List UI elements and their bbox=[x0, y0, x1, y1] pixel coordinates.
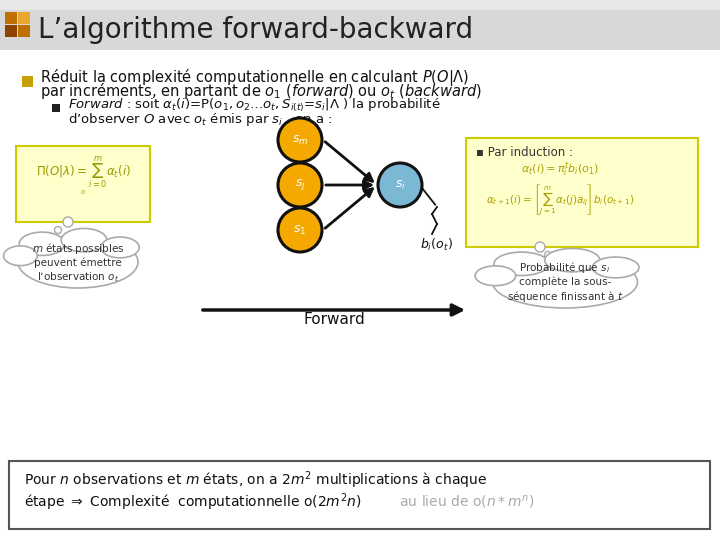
Circle shape bbox=[63, 217, 73, 227]
Ellipse shape bbox=[494, 252, 549, 275]
FancyBboxPatch shape bbox=[0, 0, 720, 50]
Text: $b_i(o_t)$: $b_i(o_t)$ bbox=[420, 237, 453, 253]
FancyBboxPatch shape bbox=[18, 25, 30, 37]
Ellipse shape bbox=[18, 236, 138, 288]
Text: $\mathit{Forward}$ : soit $\alpha_t(i)$=P($o_1, o_2…o_t, S_{i(t)}$=$s_i|\Lambda$: $\mathit{Forward}$ : soit $\alpha_t(i)$=… bbox=[68, 97, 441, 113]
Text: Pour $n$ observations et $m$ états, on a $2m^2$ multiplications à chaque: Pour $n$ observations et $m$ états, on a… bbox=[24, 469, 487, 491]
Text: $m$ états possibles
peuvent émettre
l’observation $o_t$: $m$ états possibles peuvent émettre l’ob… bbox=[32, 240, 125, 284]
FancyBboxPatch shape bbox=[5, 25, 17, 37]
Ellipse shape bbox=[545, 248, 600, 272]
Text: $\alpha_t(i)=\pi_i^t b_i(o_1)$: $\alpha_t(i)=\pi_i^t b_i(o_1)$ bbox=[521, 161, 599, 179]
Text: $s_j$: $s_j$ bbox=[294, 178, 305, 192]
FancyBboxPatch shape bbox=[0, 50, 720, 540]
Text: au lieu de o($n*m^n$): au lieu de o($n*m^n$) bbox=[395, 494, 534, 510]
Text: $\alpha_{t+1}(i)=\left[\sum_{j=1}^{m}\alpha_t(j)a_{ij}\right]b_i(o_{t+1})$: $\alpha_{t+1}(i)=\left[\sum_{j=1}^{m}\al… bbox=[486, 183, 634, 217]
Circle shape bbox=[278, 118, 322, 162]
Text: $s_i$: $s_i$ bbox=[395, 178, 405, 192]
Text: Forward: Forward bbox=[303, 313, 365, 327]
Text: d’observer $O$ avec $o_t$ émis par $s_i$ , on a :: d’observer $O$ avec $o_t$ émis par $s_i$… bbox=[68, 111, 333, 127]
FancyBboxPatch shape bbox=[9, 461, 710, 529]
Text: $s_m$: $s_m$ bbox=[292, 133, 308, 146]
Ellipse shape bbox=[475, 266, 516, 286]
Ellipse shape bbox=[492, 256, 637, 308]
Text: $\Pi(O|\lambda)=\sum_{i=0}^{m}\alpha_t(i)$: $\Pi(O|\lambda)=\sum_{i=0}^{m}\alpha_t(i… bbox=[35, 154, 130, 190]
Circle shape bbox=[535, 242, 545, 252]
Text: Réduit la complexité computationnelle en calculant $P(O|\Lambda)$: Réduit la complexité computationnelle en… bbox=[40, 66, 469, 87]
Circle shape bbox=[544, 252, 552, 259]
Text: $s_1$: $s_1$ bbox=[293, 224, 307, 237]
Ellipse shape bbox=[593, 257, 639, 278]
FancyBboxPatch shape bbox=[0, 0, 720, 10]
FancyBboxPatch shape bbox=[16, 146, 150, 222]
Ellipse shape bbox=[4, 246, 37, 266]
Circle shape bbox=[278, 163, 322, 207]
Circle shape bbox=[278, 208, 322, 252]
Ellipse shape bbox=[19, 232, 65, 255]
FancyBboxPatch shape bbox=[466, 138, 698, 247]
FancyBboxPatch shape bbox=[18, 12, 30, 24]
FancyBboxPatch shape bbox=[52, 104, 60, 112]
Circle shape bbox=[378, 163, 422, 207]
FancyBboxPatch shape bbox=[22, 76, 33, 87]
FancyBboxPatch shape bbox=[5, 12, 17, 24]
Text: ▪ Par induction :: ▪ Par induction : bbox=[476, 145, 573, 159]
Ellipse shape bbox=[61, 228, 107, 252]
Text: Probabilité que $s_i$
complète la sous-
séquence finissant à $t$: Probabilité que $s_i$ complète la sous- … bbox=[507, 260, 624, 304]
Text: $_o$: $_o$ bbox=[80, 187, 86, 197]
Ellipse shape bbox=[101, 237, 139, 258]
Text: étape $\Rightarrow$ Complexité  computationnelle o($2m^2n$): étape $\Rightarrow$ Complexité computati… bbox=[24, 491, 361, 513]
Text: par incréments, en partant de $o_1$ ($forward$) ou $o_t$ ($backward$): par incréments, en partant de $o_1$ ($fo… bbox=[40, 81, 482, 101]
Text: L’algorithme forward-backward: L’algorithme forward-backward bbox=[38, 16, 473, 44]
Circle shape bbox=[55, 226, 61, 233]
